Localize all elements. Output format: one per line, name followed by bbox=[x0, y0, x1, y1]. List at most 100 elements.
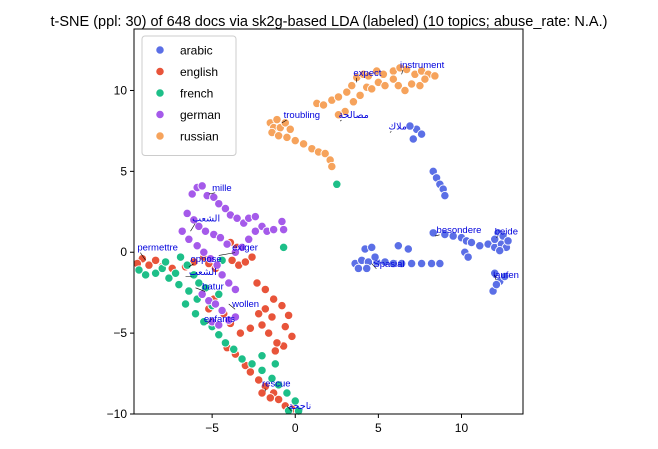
x-tick-label-3: 10 bbox=[455, 421, 469, 435]
point-german-36 bbox=[230, 284, 241, 295]
annotation-label-16: Spasial bbox=[373, 259, 404, 270]
point-french-35 bbox=[160, 257, 171, 267]
point-english-36 bbox=[235, 328, 246, 338]
point-english-25 bbox=[270, 346, 280, 356]
point-russian-2 bbox=[272, 114, 282, 125]
legend-marker-arabic bbox=[155, 45, 165, 55]
axis-ticks: −5 0 5 10 −10 −5 0 5 10 bbox=[107, 83, 469, 435]
annotation-label-14: besondere bbox=[437, 225, 482, 236]
annotation-arrow-8 bbox=[218, 252, 236, 256]
annotation-label-12: wollen bbox=[231, 299, 259, 310]
annotation-arrow-2 bbox=[281, 119, 287, 124]
point-german-32 bbox=[205, 254, 216, 264]
legend-marker-german bbox=[155, 109, 165, 120]
point-german-20 bbox=[200, 226, 211, 236]
annotation-label-11: batur bbox=[202, 281, 224, 292]
y-tick-label-3: 5 bbox=[120, 164, 127, 178]
annotation-arrow-11 bbox=[195, 287, 206, 292]
annotation-arrow-3 bbox=[339, 119, 342, 122]
point-french-29 bbox=[293, 406, 304, 416]
annotation-arrow-9 bbox=[188, 263, 194, 268]
legend-marker-french bbox=[155, 88, 165, 98]
series-french bbox=[134, 179, 342, 416]
annotation-arrow-15 bbox=[496, 236, 498, 238]
point-russian-47 bbox=[333, 110, 344, 120]
annotation-label-15: beide bbox=[495, 226, 518, 237]
point-russian-10 bbox=[298, 139, 309, 149]
annotation-arrow-1 bbox=[401, 69, 404, 75]
point-french-22 bbox=[247, 359, 257, 369]
point-german-0 bbox=[187, 189, 197, 199]
annotation-label-0: expect bbox=[353, 68, 381, 79]
point-german-42 bbox=[230, 312, 241, 322]
point-french-32 bbox=[332, 179, 342, 189]
point-russian-8 bbox=[282, 132, 292, 143]
annotation-label-8: exiger bbox=[232, 243, 258, 254]
point-french-19 bbox=[220, 338, 231, 348]
x-tick-label-1: 0 bbox=[292, 421, 299, 435]
legend-label-german: german bbox=[180, 108, 221, 122]
annotation-arrow-4 bbox=[389, 131, 392, 133]
y-tick-label-0: −10 bbox=[107, 407, 128, 421]
point-french-12 bbox=[184, 286, 194, 296]
point-arabic-2 bbox=[405, 121, 415, 131]
point-german-34 bbox=[217, 270, 227, 280]
point-russian-42 bbox=[400, 85, 410, 96]
point-russian-34 bbox=[348, 97, 359, 107]
x-tick-label-2: 5 bbox=[375, 421, 382, 435]
point-german-31 bbox=[199, 247, 209, 257]
point-russian-19 bbox=[333, 92, 344, 102]
point-english-27 bbox=[267, 312, 277, 322]
point-russian-5 bbox=[285, 124, 295, 134]
point-english-13 bbox=[227, 255, 237, 265]
point-german-35 bbox=[224, 278, 234, 288]
point-english-30 bbox=[264, 328, 274, 338]
point-english-23 bbox=[287, 331, 297, 342]
point-french-26 bbox=[282, 388, 292, 398]
point-arabic-40 bbox=[416, 258, 427, 269]
point-french-18 bbox=[214, 330, 224, 340]
point-french-24 bbox=[267, 373, 277, 384]
legend-label-french: french bbox=[180, 87, 213, 101]
plot-frame bbox=[133, 28, 524, 415]
point-english-45 bbox=[273, 394, 284, 405]
point-french-9 bbox=[194, 278, 204, 288]
point-german-19 bbox=[194, 221, 204, 232]
annotation-arrow-6 bbox=[190, 223, 196, 232]
annotation-arrow-17 bbox=[494, 274, 497, 281]
point-english-42 bbox=[254, 375, 264, 385]
point-french-37 bbox=[214, 289, 224, 299]
points-layer bbox=[132, 63, 513, 416]
point-arabic-31 bbox=[491, 279, 502, 290]
point-french-28 bbox=[283, 406, 294, 416]
point-arabic-23 bbox=[503, 236, 513, 246]
point-russian-43 bbox=[406, 79, 417, 89]
point-arabic-45 bbox=[370, 252, 380, 262]
point-russian-40 bbox=[388, 74, 398, 84]
point-german-14 bbox=[268, 224, 279, 235]
point-arabic-9 bbox=[428, 228, 438, 238]
annotation-label-17: laufen bbox=[493, 270, 519, 281]
point-french-14 bbox=[180, 299, 191, 309]
point-german-5 bbox=[214, 199, 224, 209]
point-arabic-8 bbox=[440, 190, 450, 201]
y-tick-label-2: 0 bbox=[120, 245, 127, 259]
point-arabic-27 bbox=[490, 268, 500, 278]
point-german-24 bbox=[230, 247, 241, 257]
point-arabic-38 bbox=[396, 258, 407, 269]
point-french-0 bbox=[134, 265, 144, 275]
point-russian-37 bbox=[367, 84, 377, 94]
point-english-28 bbox=[254, 309, 264, 319]
point-french-5 bbox=[170, 268, 181, 278]
point-arabic-48 bbox=[393, 241, 403, 251]
annotation-arrow-19 bbox=[286, 405, 292, 412]
legend-marker-english bbox=[155, 66, 165, 77]
point-russian-24 bbox=[363, 71, 374, 81]
point-russian-21 bbox=[347, 80, 357, 91]
point-russian-9 bbox=[290, 135, 300, 146]
point-english-49 bbox=[265, 393, 275, 403]
annotation-label-2: troubling bbox=[284, 110, 320, 121]
point-german-28 bbox=[177, 226, 187, 236]
point-arabic-24 bbox=[495, 245, 505, 256]
point-arabic-41 bbox=[426, 258, 437, 269]
